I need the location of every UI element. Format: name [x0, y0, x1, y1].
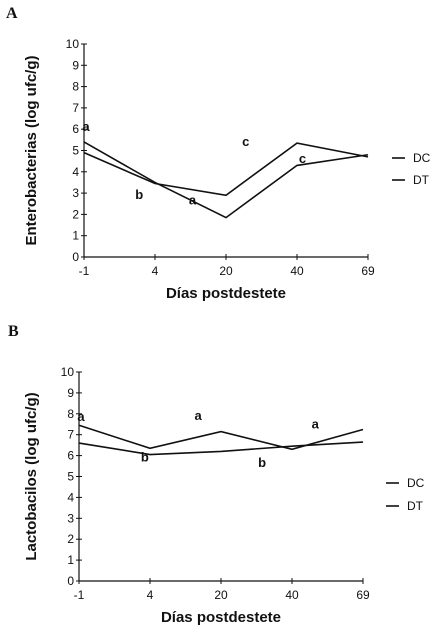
y-tick-label: 0: [72, 250, 79, 264]
significance-letter: b: [141, 450, 149, 465]
legend-label-dt: DT: [407, 499, 424, 513]
y-tick-label: 10: [66, 37, 80, 51]
series-line-dc: [83, 141, 369, 219]
y-tick-label: 5: [67, 470, 74, 484]
y-tick-label: 1: [67, 553, 74, 567]
x-tick-label: 40: [290, 264, 304, 278]
panel-a: A 0 1 2 3 4 5 6 7 8 9 10 -1 4 20 40 69 Enterobacterias (l…: [6, 5, 431, 302]
y-tick-label: 4: [67, 490, 74, 504]
y-tick-label: 3: [72, 186, 79, 200]
significance-letter: a: [312, 416, 320, 431]
x-axis-title: Días postdestete: [166, 285, 286, 302]
y-tick-label: 4: [72, 165, 79, 179]
x-tick-label: 4: [152, 264, 159, 278]
y-tick-label: 7: [67, 428, 74, 442]
y-tick-label: 1: [72, 229, 79, 243]
significance-letter: a: [77, 409, 85, 424]
panel-b: B 0 1 2 3 4 5 6 7 8 9 10 -1 4 20 40 69 Lactobacilos (log …: [8, 323, 425, 626]
y-tick-label: 5: [72, 144, 79, 158]
x-tick-label: -1: [74, 588, 85, 602]
significance-letter: b: [258, 455, 266, 470]
x-tick-label: 20: [219, 264, 233, 278]
significance-letter: b: [135, 187, 143, 202]
y-tick-label: 3: [67, 511, 74, 525]
y-tick-label: 2: [72, 207, 79, 221]
y-axis-title: Enterobacterias (log ufc/g): [23, 55, 40, 245]
x-axis-title: Días postdestete: [161, 609, 281, 626]
y-tick-label: 8: [67, 407, 74, 421]
series-line-dc: [78, 424, 364, 451]
y-tick-label: 10: [61, 365, 75, 379]
panel-letter: B: [8, 323, 19, 340]
y-tick-label: 7: [72, 101, 79, 115]
significance-letter: c: [242, 134, 249, 149]
significance-letter: a: [195, 408, 203, 423]
legend-label-dc: DC: [413, 151, 431, 165]
y-tick-label: 6: [67, 449, 74, 463]
y-axis-title: Lactobacilos (log ufc/g): [23, 392, 40, 560]
y-tick-label: 2: [67, 532, 74, 546]
significance-letter: c: [299, 151, 306, 166]
y-tick-label: 0: [67, 574, 74, 588]
legend-label-dt: DT: [413, 173, 430, 187]
y-tick-label: 9: [72, 58, 79, 72]
x-tick-label: 40: [285, 588, 299, 602]
y-tick-label: 8: [72, 80, 79, 94]
x-tick-label: 4: [147, 588, 154, 602]
legend-label-dc: DC: [407, 476, 425, 490]
y-tick-label: 9: [67, 386, 74, 400]
series-line-dt: [78, 441, 364, 456]
series-line-dt: [83, 142, 369, 197]
panel-letter: A: [6, 5, 18, 22]
y-tick-label: 6: [72, 122, 79, 136]
x-tick-label: 69: [356, 588, 370, 602]
x-tick-label: 20: [214, 588, 228, 602]
x-tick-label: -1: [79, 264, 90, 278]
x-tick-label: 69: [361, 264, 375, 278]
significance-letter: a: [189, 193, 197, 208]
significance-letter: a: [82, 119, 90, 134]
